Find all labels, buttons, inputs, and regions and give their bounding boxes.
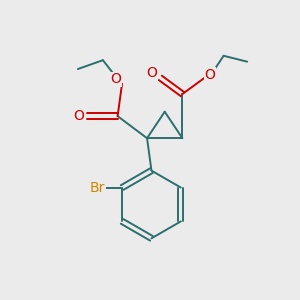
Text: Br: Br xyxy=(89,181,105,194)
Text: O: O xyxy=(147,66,158,80)
Text: O: O xyxy=(204,68,215,82)
Text: O: O xyxy=(73,109,84,123)
Text: O: O xyxy=(110,72,121,86)
